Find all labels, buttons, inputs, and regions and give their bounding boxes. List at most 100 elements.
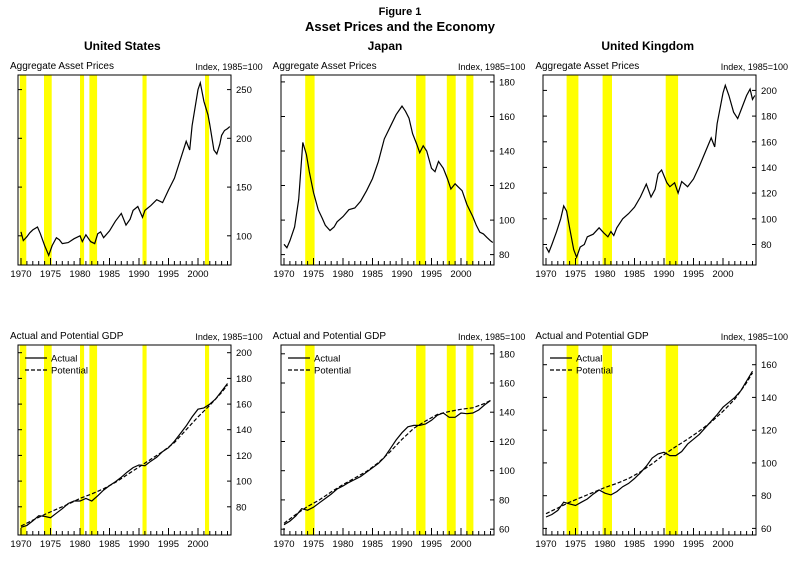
panel-title: Actual and Potential GDP bbox=[10, 331, 124, 342]
svg-text:1985: 1985 bbox=[624, 269, 645, 280]
svg-text:2000: 2000 bbox=[187, 539, 208, 550]
axis-unit-label: Index, 1985=100 bbox=[720, 332, 788, 342]
chart-japan-gdp: 1970 1975 1980 1985 1990 1995 2000 60 80 100 120 14… bbox=[273, 343, 528, 561]
axis-unit-label: Index, 1985=100 bbox=[458, 62, 526, 72]
svg-text:1970: 1970 bbox=[10, 269, 31, 280]
figure-number: Figure 1 bbox=[378, 6, 422, 18]
svg-text:150: 150 bbox=[236, 183, 252, 194]
axis-unit-label: Index, 1985=100 bbox=[195, 62, 263, 72]
svg-text:1995: 1995 bbox=[683, 269, 704, 280]
svg-text:1980: 1980 bbox=[595, 539, 616, 550]
svg-text:100: 100 bbox=[499, 466, 515, 477]
svg-text:180: 180 bbox=[499, 77, 515, 88]
svg-text:180: 180 bbox=[761, 112, 777, 123]
svg-text:1990: 1990 bbox=[391, 539, 412, 550]
svg-text:2000: 2000 bbox=[450, 269, 471, 280]
axis-unit-label: Index, 1985=100 bbox=[720, 62, 788, 72]
svg-text:1990: 1990 bbox=[391, 269, 412, 280]
svg-text:Potential: Potential bbox=[576, 366, 613, 377]
svg-text:140: 140 bbox=[499, 408, 515, 419]
svg-text:1980: 1980 bbox=[332, 269, 353, 280]
svg-text:120: 120 bbox=[761, 426, 777, 437]
figure-title: Figure 1 Asset Prices and the Economy bbox=[10, 6, 790, 35]
svg-text:1990: 1990 bbox=[654, 539, 675, 550]
svg-text:180: 180 bbox=[236, 374, 252, 385]
svg-text:200: 200 bbox=[761, 86, 777, 97]
panel-title: Aggregate Asset Prices bbox=[10, 61, 114, 72]
svg-text:1970: 1970 bbox=[536, 269, 557, 280]
svg-text:60: 60 bbox=[761, 524, 772, 535]
svg-text:200: 200 bbox=[236, 134, 252, 145]
svg-text:80: 80 bbox=[761, 240, 772, 251]
chart-grid: United States Aggregate Asset Prices Ind… bbox=[10, 39, 790, 561]
svg-text:140: 140 bbox=[499, 147, 515, 158]
svg-text:1995: 1995 bbox=[683, 539, 704, 550]
svg-text:1970: 1970 bbox=[273, 269, 294, 280]
panel-header: Aggregate Asset Prices Index, 1985=100 bbox=[10, 59, 265, 73]
svg-text:1980: 1980 bbox=[69, 269, 90, 280]
svg-text:2000: 2000 bbox=[713, 269, 734, 280]
svg-text:1985: 1985 bbox=[362, 269, 383, 280]
axis-unit-label: Index, 1985=100 bbox=[195, 332, 263, 342]
svg-text:1975: 1975 bbox=[40, 539, 61, 550]
svg-text:100: 100 bbox=[499, 216, 515, 227]
panel-japan-asset-prices: Aggregate Asset Prices Index, 1985=100 1… bbox=[273, 59, 528, 291]
svg-text:1990: 1990 bbox=[654, 269, 675, 280]
svg-text:Potential: Potential bbox=[51, 366, 88, 377]
svg-text:80: 80 bbox=[236, 502, 247, 513]
svg-text:1990: 1990 bbox=[128, 269, 149, 280]
svg-text:200: 200 bbox=[236, 348, 252, 359]
svg-text:160: 160 bbox=[761, 137, 777, 148]
svg-text:120: 120 bbox=[499, 181, 515, 192]
svg-text:160: 160 bbox=[236, 400, 252, 411]
svg-text:140: 140 bbox=[236, 425, 252, 436]
panel-title: Actual and Potential GDP bbox=[535, 331, 649, 342]
chart-us-asset-prices: 1970 1975 1980 1985 1990 1995 2000 100 150 200 250 bbox=[10, 73, 265, 291]
panel-header: Aggregate Asset Prices Index, 1985=100 bbox=[273, 59, 528, 73]
column-united-kingdom: United Kingdom Aggregate Asset Prices In… bbox=[535, 39, 790, 561]
svg-text:1980: 1980 bbox=[332, 539, 353, 550]
svg-text:Actual: Actual bbox=[314, 354, 340, 365]
svg-text:1975: 1975 bbox=[565, 539, 586, 550]
svg-text:1970: 1970 bbox=[10, 539, 31, 550]
svg-text:100: 100 bbox=[236, 231, 252, 242]
svg-text:80: 80 bbox=[499, 495, 510, 506]
column-header-united-states: United States bbox=[83, 39, 161, 53]
svg-text:2000: 2000 bbox=[450, 539, 471, 550]
chart-uk-gdp: 1970 1975 1980 1985 1990 1995 2000 60 80 100 120 14… bbox=[535, 343, 790, 561]
svg-text:140: 140 bbox=[761, 393, 777, 404]
panel-japan-gdp: Actual and Potential GDP Index, 1985=100… bbox=[273, 329, 528, 561]
svg-text:60: 60 bbox=[499, 525, 510, 536]
svg-text:1980: 1980 bbox=[595, 269, 616, 280]
panel-header: Aggregate Asset Prices Index, 1985=100 bbox=[535, 59, 790, 73]
svg-text:1995: 1995 bbox=[158, 269, 179, 280]
column-united-states: United States Aggregate Asset Prices Ind… bbox=[10, 39, 265, 561]
panel-uk-asset-prices: Aggregate Asset Prices Index, 1985=100 1… bbox=[535, 59, 790, 291]
panel-title: Aggregate Asset Prices bbox=[272, 61, 377, 72]
svg-text:1975: 1975 bbox=[565, 269, 586, 280]
figure-caption: Asset Prices and the Economy bbox=[304, 19, 495, 34]
svg-text:1970: 1970 bbox=[273, 539, 294, 550]
svg-text:1995: 1995 bbox=[421, 539, 442, 550]
panel-uk-gdp: Actual and Potential GDP Index, 1985=100… bbox=[535, 329, 790, 561]
svg-text:120: 120 bbox=[236, 451, 252, 462]
panel-header: Actual and Potential GDP Index, 1985=100 bbox=[535, 329, 790, 343]
svg-text:1990: 1990 bbox=[128, 539, 149, 550]
chart-us-gdp: 1970 1975 1980 1985 1990 1995 2000 80 100 120 140 1… bbox=[10, 343, 265, 561]
svg-text:1985: 1985 bbox=[624, 539, 645, 550]
svg-text:1995: 1995 bbox=[158, 539, 179, 550]
chart-japan-asset-prices: 1970 1975 1980 1985 1990 1995 2000 80 100 120 140 1… bbox=[273, 73, 528, 291]
svg-text:80: 80 bbox=[761, 491, 772, 502]
column-header-japan: Japan bbox=[367, 39, 403, 53]
svg-text:120: 120 bbox=[499, 437, 515, 448]
svg-text:1985: 1985 bbox=[99, 269, 120, 280]
svg-text:2000: 2000 bbox=[713, 539, 734, 550]
panel-us-gdp: Actual and Potential GDP Index, 1985=100… bbox=[10, 329, 265, 561]
column-header-united-kingdom: United Kingdom bbox=[601, 39, 694, 53]
svg-text:160: 160 bbox=[499, 112, 515, 123]
axis-unit-label: Index, 1985=100 bbox=[458, 332, 526, 342]
chart-uk-asset-prices: 1970 1975 1980 1985 1990 1995 2000 80 100 120 140 1… bbox=[535, 73, 790, 291]
panel-title: Aggregate Asset Prices bbox=[535, 61, 640, 72]
panel-title: Actual and Potential GDP bbox=[272, 331, 387, 342]
svg-text:160: 160 bbox=[499, 379, 515, 390]
